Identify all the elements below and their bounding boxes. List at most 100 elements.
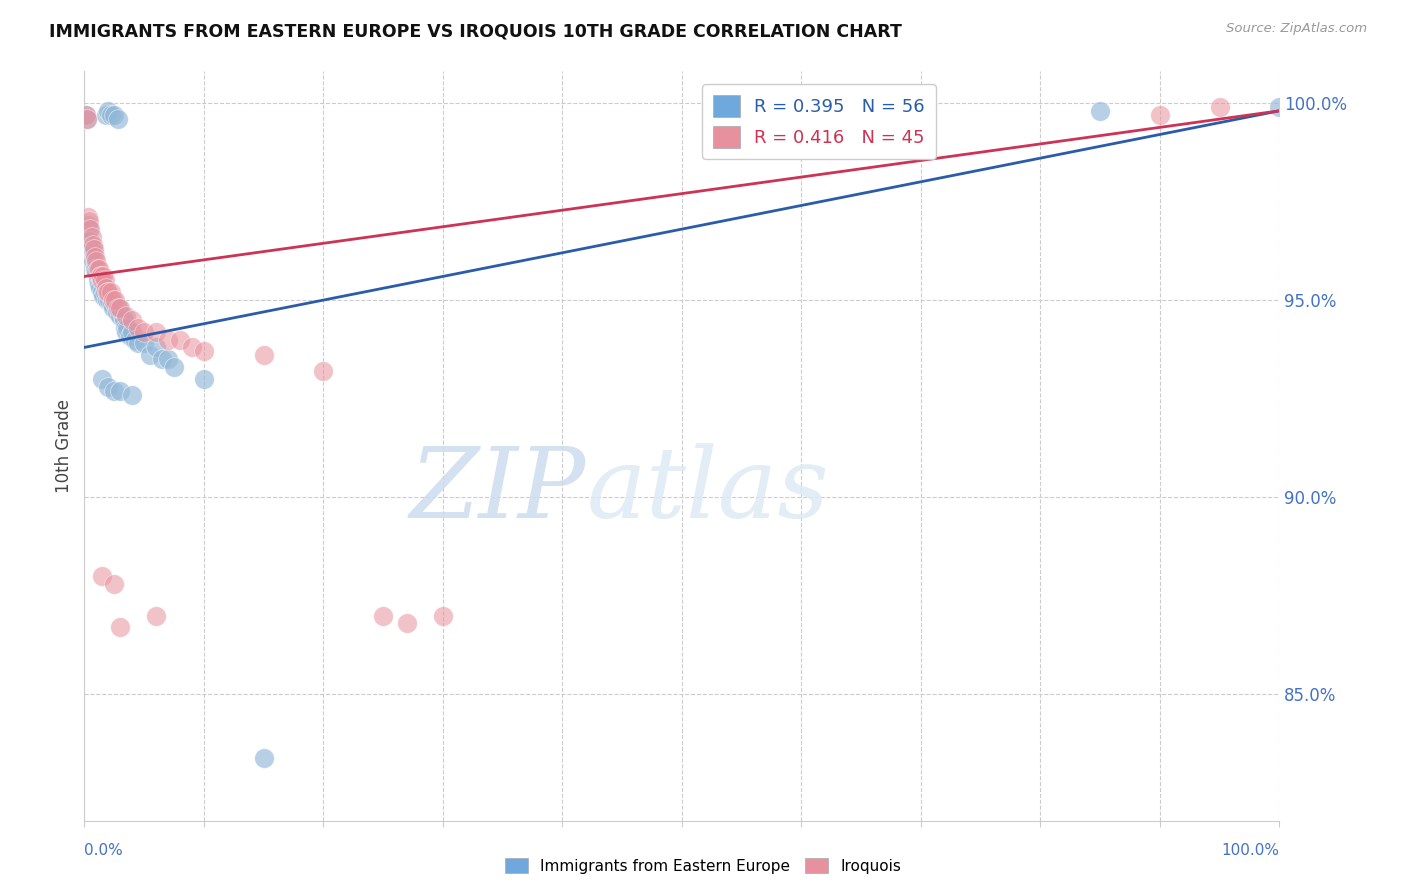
Point bbox=[100, 108, 122, 122]
Point bbox=[145, 608, 167, 623]
Point bbox=[86, 265, 108, 279]
Point bbox=[90, 269, 112, 284]
Point bbox=[83, 245, 105, 260]
Point bbox=[77, 214, 100, 228]
Point bbox=[91, 273, 114, 287]
Point bbox=[89, 269, 111, 284]
Point bbox=[105, 305, 128, 319]
Point bbox=[163, 360, 186, 375]
Point bbox=[97, 285, 120, 300]
Point bbox=[93, 285, 115, 300]
Point bbox=[76, 112, 98, 126]
Point bbox=[432, 608, 454, 623]
Point bbox=[77, 218, 100, 232]
Text: Source: ZipAtlas.com: Source: ZipAtlas.com bbox=[1226, 22, 1367, 36]
Point bbox=[91, 372, 114, 386]
Point bbox=[82, 253, 104, 268]
Point bbox=[127, 336, 149, 351]
Text: IMMIGRANTS FROM EASTERN EUROPE VS IROQUOIS 10TH GRADE CORRELATION CHART: IMMIGRANTS FROM EASTERN EUROPE VS IROQUO… bbox=[49, 22, 903, 40]
Point bbox=[312, 364, 335, 378]
Point bbox=[97, 380, 120, 394]
Point bbox=[83, 242, 105, 256]
Point bbox=[1090, 103, 1112, 118]
Point bbox=[80, 230, 103, 244]
Point bbox=[103, 108, 125, 122]
Point bbox=[77, 211, 100, 225]
Point bbox=[145, 325, 167, 339]
Point bbox=[101, 301, 124, 315]
Point bbox=[107, 301, 129, 315]
Point bbox=[104, 293, 127, 307]
Point bbox=[84, 250, 107, 264]
Point bbox=[1268, 100, 1291, 114]
Point bbox=[112, 313, 135, 327]
Text: ZIP: ZIP bbox=[411, 443, 586, 539]
Point bbox=[396, 616, 419, 631]
Point bbox=[75, 108, 97, 122]
Point bbox=[96, 285, 118, 300]
Text: 0.0%: 0.0% bbox=[84, 843, 124, 858]
Point bbox=[121, 313, 143, 327]
Point bbox=[253, 348, 276, 362]
Point bbox=[181, 340, 204, 354]
Point bbox=[82, 238, 104, 252]
Point bbox=[114, 320, 136, 334]
Point bbox=[117, 320, 139, 334]
Point bbox=[101, 297, 124, 311]
Point bbox=[103, 384, 125, 398]
Point bbox=[121, 388, 143, 402]
Text: atlas: atlas bbox=[586, 443, 830, 539]
Point bbox=[115, 325, 138, 339]
Point bbox=[253, 750, 276, 764]
Point bbox=[86, 273, 108, 287]
Point bbox=[86, 253, 108, 268]
Point bbox=[79, 234, 101, 248]
Point bbox=[115, 309, 138, 323]
Point bbox=[93, 273, 115, 287]
Point bbox=[91, 285, 114, 300]
Point bbox=[107, 112, 129, 126]
Point bbox=[94, 281, 117, 295]
Point bbox=[108, 301, 131, 315]
Point bbox=[193, 344, 215, 359]
Point bbox=[94, 108, 117, 122]
Point bbox=[157, 352, 180, 367]
Point bbox=[91, 569, 114, 583]
Point bbox=[103, 577, 125, 591]
Point bbox=[1209, 100, 1232, 114]
Point bbox=[79, 222, 101, 236]
Point bbox=[110, 384, 132, 398]
Point bbox=[104, 297, 127, 311]
Point bbox=[75, 108, 97, 122]
Point bbox=[139, 348, 162, 362]
Point bbox=[193, 372, 215, 386]
Point bbox=[101, 293, 124, 307]
Point bbox=[89, 281, 111, 295]
Point bbox=[100, 285, 122, 300]
Point bbox=[118, 328, 141, 343]
Point bbox=[84, 261, 107, 276]
Point bbox=[132, 336, 156, 351]
Point bbox=[127, 320, 149, 334]
Point bbox=[132, 325, 156, 339]
Point bbox=[169, 333, 191, 347]
Point bbox=[1149, 108, 1171, 122]
Point bbox=[93, 289, 115, 303]
Point bbox=[87, 277, 110, 292]
Point bbox=[121, 325, 143, 339]
Y-axis label: 10th Grade: 10th Grade bbox=[55, 399, 73, 493]
Point bbox=[87, 261, 110, 276]
Point bbox=[97, 103, 120, 118]
Point bbox=[77, 222, 100, 236]
Legend: R = 0.395   N = 56, R = 0.416   N = 45: R = 0.395 N = 56, R = 0.416 N = 45 bbox=[702, 84, 936, 159]
Text: 100.0%: 100.0% bbox=[1222, 843, 1279, 858]
Point bbox=[111, 309, 134, 323]
Point bbox=[124, 333, 146, 347]
Point bbox=[373, 608, 395, 623]
Point bbox=[150, 352, 173, 367]
Point bbox=[110, 301, 132, 315]
Legend: Immigrants from Eastern Europe, Iroquois: Immigrants from Eastern Europe, Iroquois bbox=[499, 852, 907, 880]
Point bbox=[76, 112, 98, 126]
Point bbox=[96, 293, 118, 307]
Point bbox=[110, 309, 132, 323]
